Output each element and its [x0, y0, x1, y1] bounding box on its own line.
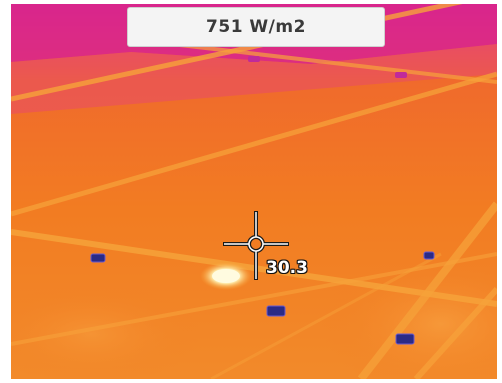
- thermal-image-frame: 751 W/m2 30.3: [11, 4, 497, 379]
- irradiance-readout: 751 W/m2: [127, 7, 385, 47]
- spot-temperature-label: 30.3: [266, 258, 308, 278]
- thermal-panel-image: [11, 4, 497, 379]
